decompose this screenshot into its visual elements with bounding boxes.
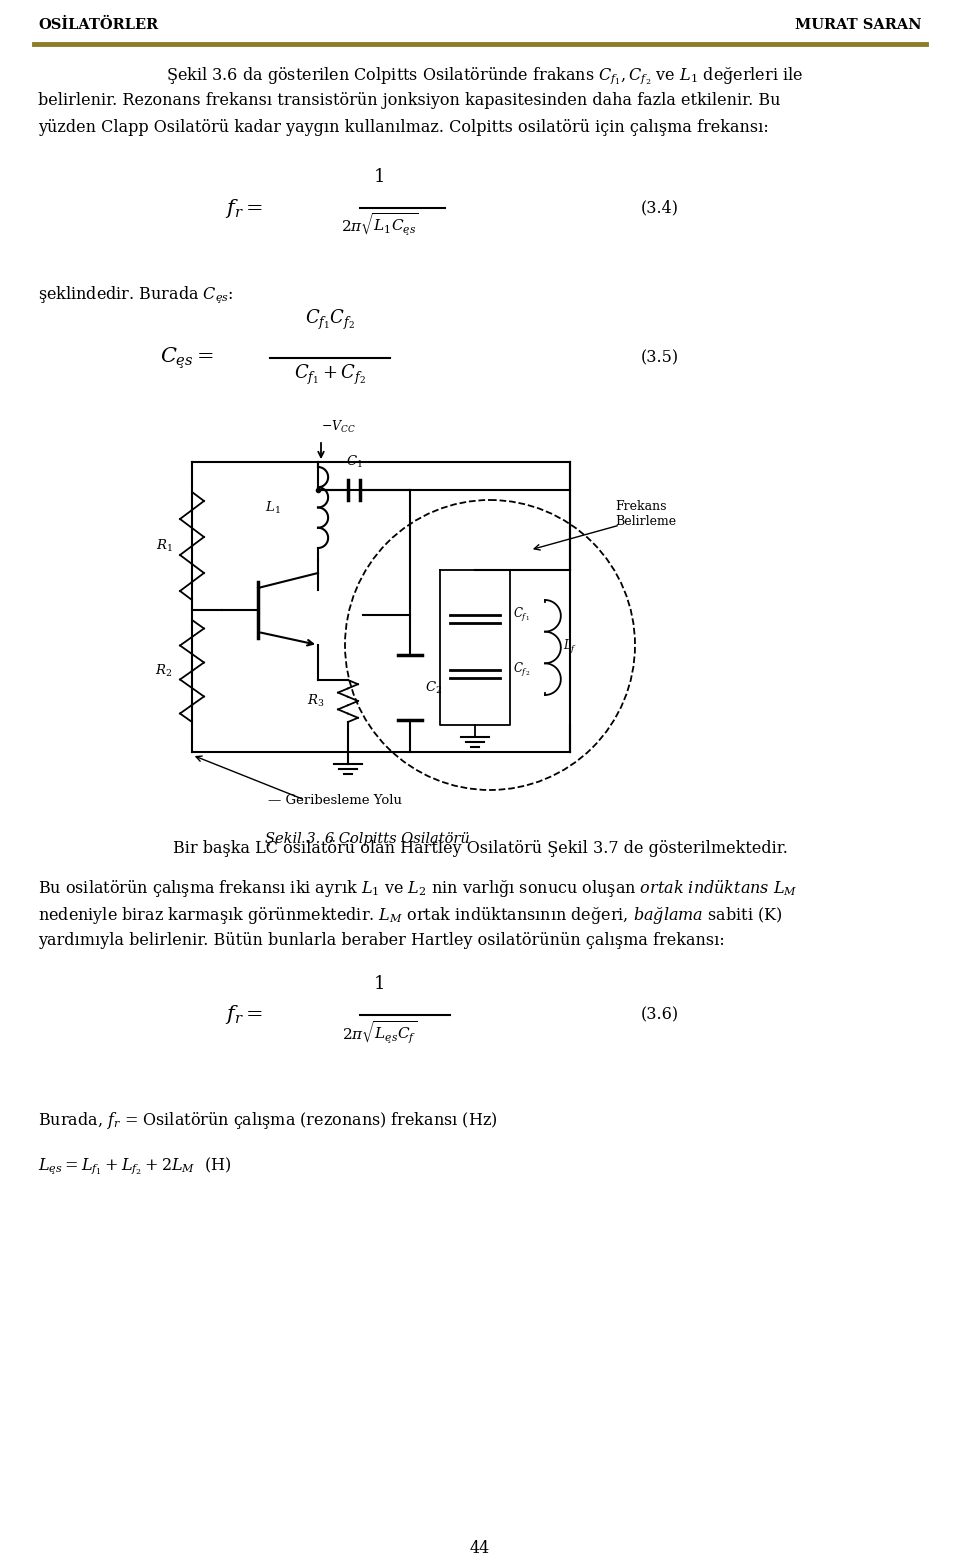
Text: $C_{f_1} + C_{f_2}$: $C_{f_1} + C_{f_2}$ (294, 363, 366, 387)
Text: Bir başka LC osilatörü olan Hartley Osilatörü Şekil 3.7 de gösterilmektedir.: Bir başka LC osilatörü olan Hartley Osil… (173, 839, 787, 857)
Text: $R_2$: $R_2$ (156, 662, 173, 680)
Text: Burada, $f_r$ = Osilatörün çalışma (rezonans) frekansı (Hz): Burada, $f_r$ = Osilatörün çalışma (rezo… (38, 1110, 497, 1131)
Text: $R_3$: $R_3$ (307, 692, 324, 709)
Text: $2\pi\sqrt{L_1 C_{e\c{s}}}$: $2\pi\sqrt{L_1 C_{e\c{s}}}$ (341, 211, 419, 238)
Text: Frekans
Belirleme: Frekans Belirleme (615, 500, 676, 528)
Text: Şekil 3. 6 Colpitts Osilatörü: Şekil 3. 6 Colpitts Osilatörü (265, 832, 469, 846)
Text: yüzden Clapp Osilatörü kadar yaygın kullanılmaz. Colpitts osilatörü için çalışma: yüzden Clapp Osilatörü kadar yaygın kull… (38, 119, 769, 136)
Text: OSİLATÖRLER: OSİLATÖRLER (38, 17, 158, 33)
Text: $C_{e\c{s}} =$: $C_{e\c{s}} =$ (160, 346, 214, 370)
Text: $C_{f_1}$: $C_{f_1}$ (513, 606, 530, 623)
Text: (3.6): (3.6) (641, 1007, 679, 1024)
Text: nedeniyle biraz karmaşık görünmektedir. $L_M$ ortak indüktansının değeri, $\math: nedeniyle biraz karmaşık görünmektedir. … (38, 905, 782, 926)
Text: (3.4): (3.4) (641, 199, 679, 216)
Text: — Geribesleme Yolu: — Geribesleme Yolu (268, 794, 402, 806)
Text: $C_2$: $C_2$ (425, 680, 443, 695)
Text: $L_1$: $L_1$ (265, 500, 281, 515)
Text: 44: 44 (469, 1539, 491, 1557)
Text: 1: 1 (374, 976, 386, 993)
Text: $C_{f_1} C_{f_2}$: $C_{f_1} C_{f_2}$ (305, 309, 355, 332)
Text: $f_r =$: $f_r =$ (225, 1004, 263, 1026)
Text: $C_{f_2}$: $C_{f_2}$ (513, 661, 530, 680)
Text: $C_1$: $C_1$ (346, 454, 362, 470)
Text: (3.5): (3.5) (641, 349, 679, 366)
Text: $L_f$: $L_f$ (563, 639, 577, 656)
Text: $f_r =$: $f_r =$ (225, 196, 263, 219)
Text: Bu osilatörün çalışma frekansı iki ayrık $L_1$ ve $L_2$ nin varlığı sonucu oluşa: Bu osilatörün çalışma frekansı iki ayrık… (38, 879, 798, 899)
Text: Şekil 3.6 da gösterilen Colpitts Osilatöründe frakans $C_{f_1},C_{f_2}$ ve $L_1$: Şekil 3.6 da gösterilen Colpitts Osilatö… (156, 66, 804, 86)
Text: belirlenir. Rezonans frekansı transistörün jonksiyon kapasitesinden daha fazla e: belirlenir. Rezonans frekansı transistör… (38, 92, 780, 110)
Text: $L_{e\c{s}} = L_{f_1} + L_{f_2} + 2L_M$  (H): $L_{e\c{s}} = L_{f_1} + L_{f_2} + 2L_M$ … (38, 1156, 231, 1176)
Text: MURAT SARAN: MURAT SARAN (796, 17, 922, 31)
Text: şeklindedir. Burada $C_{e\c{s}}$:: şeklindedir. Burada $C_{e\c{s}}$: (38, 285, 233, 307)
Text: 1: 1 (374, 168, 386, 186)
Text: $R_1$: $R_1$ (156, 539, 173, 554)
Text: $2\pi\sqrt{L_{e\c{s}} C_f}$: $2\pi\sqrt{L_{e\c{s}} C_f}$ (343, 1019, 418, 1045)
Text: $-V_{CC}$: $-V_{CC}$ (321, 418, 356, 435)
Text: yardımıyla belirlenir. Bütün bunlarla beraber Hartley osilatörünün çalışma freka: yardımıyla belirlenir. Bütün bunlarla be… (38, 932, 725, 949)
